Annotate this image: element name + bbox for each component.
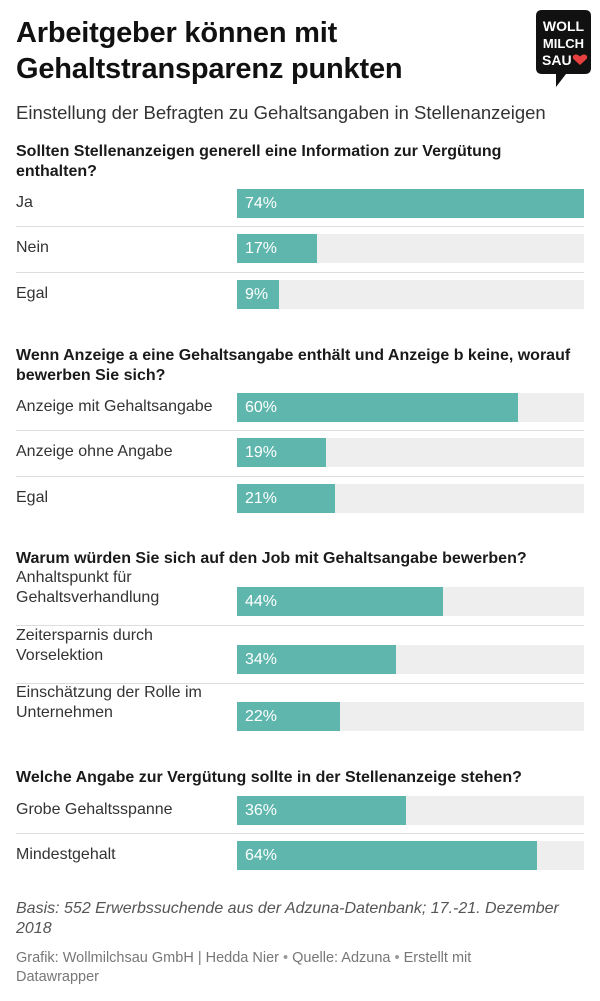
bar-track: 19% (237, 438, 584, 467)
bar-label: Zeitersparnis durch Vorselektion (16, 627, 153, 664)
bar-value-label: 21% (245, 490, 278, 507)
footer-tool: Erstellt mit Datawrapper (16, 950, 472, 985)
bar-row: Nein 17% (16, 226, 584, 273)
bar-value-label: 9% (245, 286, 269, 303)
chart-section-2: Wenn Anzeige a eine Gehaltsangabe enthäl… (16, 346, 584, 513)
bar-value-label: 36% (245, 802, 278, 819)
section-question: Wenn Anzeige a eine Gehaltsangabe enthäl… (16, 347, 571, 384)
section-question: Welche Angabe zur Vergütung sollte in de… (16, 769, 522, 786)
logo-text-line-2: MILCH (543, 36, 584, 51)
bar-track: 44% (237, 587, 584, 616)
bar-row: Einschätzung der Rolle im Unternehmen 22% (16, 683, 584, 740)
chart-footer: Grafik: Wollmilchsau GmbH | Hedda Nier •… (16, 949, 536, 987)
footer-separator: • (394, 950, 400, 966)
bar (237, 702, 340, 731)
bar-label: Ja (16, 194, 33, 211)
bar (237, 587, 443, 616)
bar (237, 234, 317, 263)
bar-value-label: 60% (245, 399, 278, 416)
bar-label: Mindestgehalt (16, 846, 116, 863)
bar-track: 22% (237, 702, 584, 731)
wollmilchsau-logo: WOLL MILCH SAU (536, 10, 591, 87)
bar-row: Zeitersparnis durch Vorselektion 34% (16, 626, 584, 684)
bar-value-label: 34% (245, 651, 278, 668)
chart-title: Arbeitgeber können mit Gehaltstransparen… (16, 17, 403, 85)
logo-text-line-3: SAU (542, 52, 572, 68)
chart-section-4: Welche Angabe zur Vergütung sollte in de… (16, 768, 584, 870)
bar-value-label: 74% (245, 195, 278, 212)
bar-label: Grobe Gehaltsspanne (16, 801, 173, 818)
bar-label: Anhaltspunkt für Gehaltsverhandlung (16, 569, 160, 606)
bar-track: 21% (237, 484, 584, 513)
bar (237, 484, 335, 513)
chart-subtitle: Einstellung der Befragten zu Gehaltsanga… (16, 102, 546, 123)
bar (237, 189, 584, 218)
bar-track: 9% (237, 280, 584, 309)
bar-label: Egal (16, 489, 49, 506)
bar-track: 64% (237, 841, 584, 870)
bar (237, 796, 406, 825)
section-question: Warum würden Sie sich auf den Job mit Ge… (16, 550, 527, 567)
bar-track: 34% (237, 645, 584, 674)
bar-row: Anzeige ohne Angabe 19% (16, 430, 584, 477)
bar-value-label: 17% (245, 240, 278, 257)
bar-label: Anzeige ohne Angabe (16, 443, 173, 460)
bar-label: Einschätzung der Rolle im Unternehmen (16, 684, 202, 721)
bar-row: Anzeige mit Gehaltsangabe 60% (16, 385, 584, 431)
logo-text-line-1: WOLL (543, 18, 585, 34)
bar-value-label: 22% (245, 708, 278, 725)
bar-label: Nein (16, 239, 49, 256)
section-question: Sollten Stellenanzeigen generell eine In… (16, 143, 502, 180)
bar-track: 60% (237, 393, 584, 422)
bar-row: Ja 74% (16, 181, 584, 227)
chart-notes: Basis: 552 Erwerbssuchende aus der Adzun… (16, 900, 559, 937)
bar-track: 17% (237, 234, 584, 263)
bar (237, 280, 279, 309)
bar-row: Anhaltspunkt für Gehaltsverhandlung 44% (16, 568, 584, 626)
bar-track: 36% (237, 796, 584, 825)
bar-row: Mindestgehalt 64% (16, 833, 584, 878)
chart-section-1: Sollten Stellenanzeigen generell eine In… (16, 142, 584, 309)
bar-row: Egal 21% (16, 476, 584, 521)
bar (237, 645, 396, 674)
bar-label: Anzeige mit Gehaltsangabe (16, 398, 213, 415)
bar (237, 841, 537, 870)
bar-track: 74% (237, 189, 584, 218)
footer-source: Quelle: Adzuna (292, 950, 391, 966)
bar-row: Egal 9% (16, 272, 584, 317)
bar-value-label: 64% (245, 847, 278, 864)
footer-separator: • (283, 950, 289, 966)
bar (237, 393, 518, 422)
footer-credit: Grafik: Wollmilchsau GmbH | Hedda Nier (16, 950, 279, 966)
chart-section-3: Warum würden Sie sich auf den Job mit Ge… (16, 549, 584, 731)
bar-label: Egal (16, 285, 49, 302)
bar-value-label: 19% (245, 444, 278, 461)
bar (237, 438, 326, 467)
heart-icon (572, 54, 588, 65)
bar-row: Grobe Gehaltsspanne 36% (16, 788, 584, 834)
bar-value-label: 44% (245, 593, 278, 610)
